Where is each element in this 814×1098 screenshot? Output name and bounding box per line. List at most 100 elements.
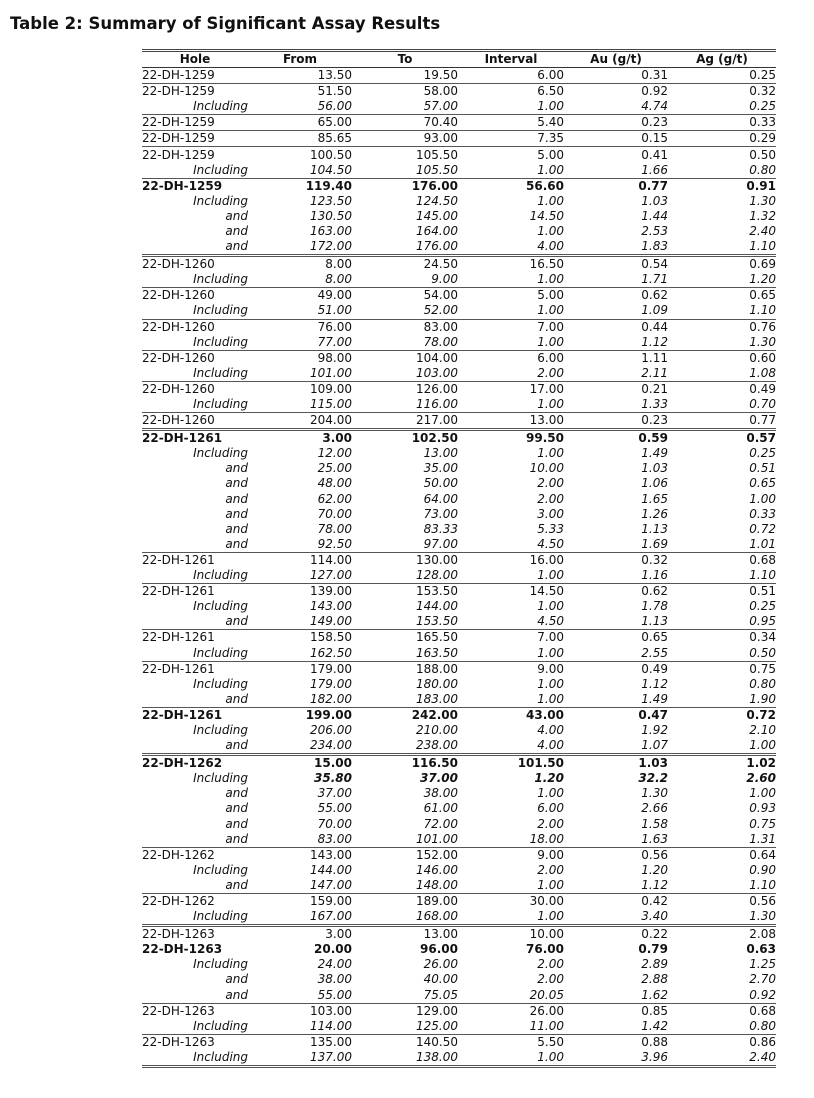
cell-hole: and xyxy=(225,208,248,223)
table-title: Table 2: Summary of Significant Assay Re… xyxy=(10,14,441,33)
cell-ag: 0.70 xyxy=(749,397,776,412)
cell-ag: 1.10 xyxy=(749,239,776,254)
cell-from: 114.00 xyxy=(310,552,352,567)
cell-to: 238.00 xyxy=(416,738,458,753)
cell-au: 1.13 xyxy=(641,614,668,629)
cell-au: 0.88 xyxy=(641,1034,668,1049)
cell-ag: 1.20 xyxy=(749,272,776,287)
cell-au: 3.40 xyxy=(641,909,668,924)
table-row: 22-DH-1259 119.40 176.00 56.60 0.77 0.91 xyxy=(142,178,776,194)
cell-to: 138.00 xyxy=(416,1049,458,1064)
cell-au: 0.42 xyxy=(641,894,668,909)
cell-au: 0.23 xyxy=(641,115,668,130)
column-header-au: Au (g/t) xyxy=(590,52,642,66)
cell-interval: 6.00 xyxy=(537,350,564,365)
cell-interval: 1.00 xyxy=(537,676,564,691)
cell-au: 1.09 xyxy=(641,303,668,318)
cell-ag: 0.93 xyxy=(749,801,776,816)
table-row: Including 179.00 180.00 1.00 1.12 0.80 xyxy=(142,677,776,692)
cell-from: 51.50 xyxy=(317,84,352,99)
cell-au: 0.41 xyxy=(641,147,668,162)
cell-hole: Including xyxy=(193,365,248,380)
cell-hole: and xyxy=(225,239,248,254)
cell-to: 73.00 xyxy=(423,506,458,521)
cell-ag: 0.32 xyxy=(749,84,776,99)
cell-au: 1.78 xyxy=(641,599,668,614)
cell-interval: 76.00 xyxy=(526,942,564,957)
cell-interval: 43.00 xyxy=(526,707,564,722)
cell-au: 1.03 xyxy=(641,461,668,476)
cell-hole: and xyxy=(225,461,248,476)
cell-hole: and xyxy=(225,491,248,506)
cell-from: 78.00 xyxy=(317,521,352,536)
cell-to: 145.00 xyxy=(416,208,458,223)
cell-ag: 0.80 xyxy=(749,676,776,691)
table-row: Including 51.00 52.00 1.00 1.09 1.10 xyxy=(142,303,776,319)
cell-hole: Including xyxy=(193,645,248,660)
table-row: Including 101.00 103.00 2.00 2.11 1.08 xyxy=(142,366,776,382)
cell-to: 83.00 xyxy=(423,319,458,334)
cell-interval: 20.05 xyxy=(529,987,564,1002)
cell-au: 1.26 xyxy=(641,506,668,521)
cell-ag: 0.95 xyxy=(749,614,776,629)
cell-au: 0.79 xyxy=(638,942,668,957)
cell-hole: 22-DH-1263 xyxy=(142,927,215,942)
cell-from: 127.00 xyxy=(310,568,352,583)
cell-to: 116.00 xyxy=(416,397,458,412)
cell-au: 1.12 xyxy=(641,334,668,349)
cell-interval: 4.00 xyxy=(537,722,564,737)
cell-ag: 0.64 xyxy=(749,847,776,862)
cell-interval: 1.00 xyxy=(537,568,564,583)
cell-from: 83.00 xyxy=(317,831,352,846)
cell-au: 1.12 xyxy=(641,676,668,691)
cell-to: 125.00 xyxy=(416,1018,458,1033)
cell-to: 188.00 xyxy=(416,661,458,676)
cell-au: 0.32 xyxy=(641,552,668,567)
cell-to: 50.00 xyxy=(423,476,458,491)
cell-ag: 2.08 xyxy=(749,927,776,942)
cell-ag: 1.10 xyxy=(749,568,776,583)
cell-au: 1.42 xyxy=(641,1018,668,1033)
cell-from: 123.50 xyxy=(310,193,352,208)
cell-from: 25.00 xyxy=(317,461,352,476)
table-row: Including 137.00 138.00 1.00 3.96 2.40 xyxy=(142,1050,776,1067)
cell-hole: 22-DH-1262 xyxy=(142,894,215,909)
cell-interval: 99.50 xyxy=(526,431,564,446)
cell-interval: 1.00 xyxy=(537,1049,564,1064)
cell-au: 2.11 xyxy=(641,365,668,380)
table-row: and 70.00 72.00 2.00 1.58 0.75 xyxy=(142,817,776,832)
cell-hole: and xyxy=(225,521,248,536)
cell-to: 153.50 xyxy=(416,614,458,629)
table-row: and 38.00 40.00 2.00 2.88 2.70 xyxy=(142,972,776,987)
cell-to: 180.00 xyxy=(416,676,458,691)
cell-hole: 22-DH-1261 xyxy=(142,552,215,567)
cell-from: 85.65 xyxy=(317,131,352,146)
cell-hole: 22-DH-1261 xyxy=(142,630,215,645)
cell-au: 1.63 xyxy=(641,831,668,846)
cell-to: 13.00 xyxy=(423,927,458,942)
cell-ag: 0.63 xyxy=(746,942,776,957)
cell-hole: Including xyxy=(193,397,248,412)
cell-interval: 1.00 xyxy=(537,162,564,177)
table-row: and 163.00 164.00 1.00 2.53 2.40 xyxy=(142,224,776,239)
cell-ag: 1.02 xyxy=(746,756,776,771)
cell-hole: Including xyxy=(193,1049,248,1064)
cell-ag: 0.75 xyxy=(749,661,776,676)
cell-au: 2.66 xyxy=(641,801,668,816)
cell-hole: and xyxy=(225,877,248,892)
cell-interval: 5.50 xyxy=(537,1034,564,1049)
column-header-hole: Hole xyxy=(179,52,211,66)
cell-from: 162.50 xyxy=(310,645,352,660)
cell-to: 176.00 xyxy=(416,239,458,254)
cell-au: 0.65 xyxy=(641,630,668,645)
cell-hole: 22-DH-1259 xyxy=(142,68,215,83)
cell-from: 13.50 xyxy=(317,68,352,83)
cell-interval: 2.00 xyxy=(537,957,564,972)
cell-interval: 7.00 xyxy=(537,630,564,645)
cell-to: 83.33 xyxy=(423,521,458,536)
table-row: Including 77.00 78.00 1.00 1.12 1.30 xyxy=(142,335,776,351)
cell-hole: 22-DH-1260 xyxy=(142,319,215,334)
table-row: Including 104.50 105.50 1.00 1.66 0.80 xyxy=(142,163,776,179)
cell-interval: 1.00 xyxy=(537,786,564,801)
cell-to: 128.00 xyxy=(416,568,458,583)
